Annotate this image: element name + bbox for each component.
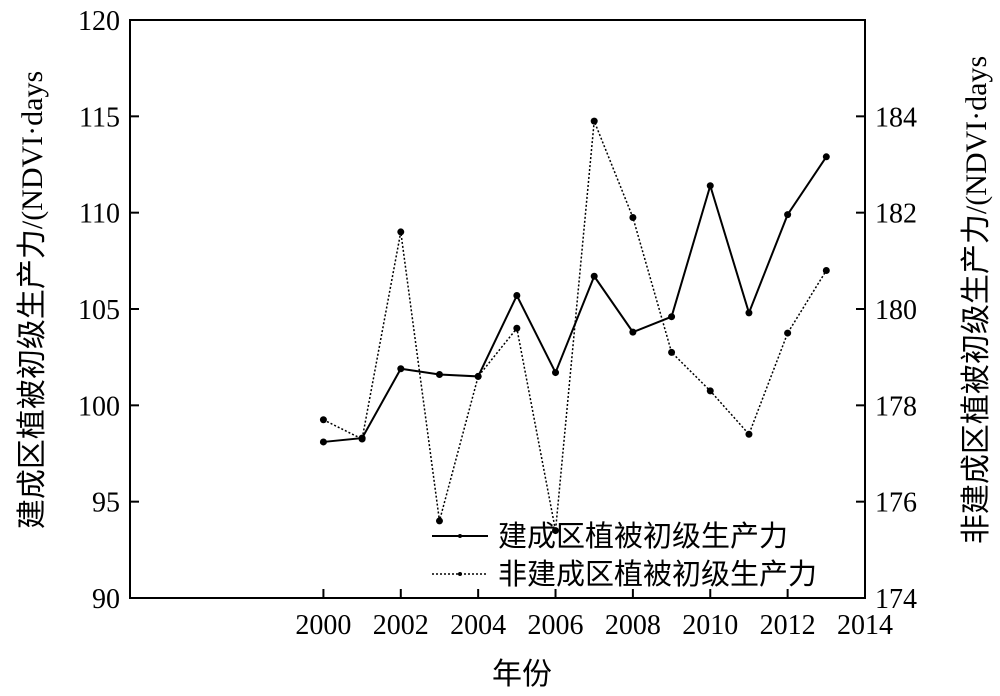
data-point-built-up	[513, 292, 521, 300]
right-y-tick-label: 176	[875, 488, 917, 519]
x-tick-label: 2012	[760, 610, 816, 641]
right-y-tick-label: 180	[875, 295, 917, 326]
legend-label-non-built-up: 非建成区植被初级生产力	[498, 558, 817, 591]
data-point-non-built-up	[397, 228, 405, 236]
x-tick-label: 2000	[295, 610, 351, 641]
data-point-non-built-up	[435, 517, 443, 525]
data-point-built-up	[590, 272, 598, 280]
data-point-non-built-up	[822, 266, 830, 274]
plot-frame	[129, 19, 866, 599]
left-axis-title: 建成区植被初级生产力/(NDVI·days	[16, 71, 49, 529]
data-point-built-up	[629, 328, 637, 336]
right-y-tick-label: 174	[875, 584, 917, 615]
data-point-non-built-up	[358, 435, 366, 443]
data-point-non-built-up	[668, 348, 676, 356]
data-point-built-up	[397, 365, 405, 373]
data-point-built-up	[706, 182, 714, 190]
data-point-built-up	[745, 309, 753, 317]
data-point-non-built-up	[590, 117, 598, 125]
legend-marker-built-up	[458, 534, 462, 538]
data-point-non-built-up	[552, 527, 560, 535]
data-point-built-up	[552, 369, 560, 377]
right-y-tick-label: 182	[875, 199, 917, 230]
data-point-non-built-up	[745, 430, 753, 438]
data-point-built-up	[668, 313, 676, 321]
series-line-built-up	[323, 156, 828, 443]
x-tick-label: 2004	[450, 610, 506, 641]
left-y-tick-label: 115	[79, 102, 120, 133]
x-tick-label: 2014	[837, 610, 893, 641]
x-tick-label: 2010	[682, 610, 738, 641]
data-point-built-up	[822, 153, 830, 161]
data-point-built-up	[784, 211, 792, 219]
data-point-non-built-up	[513, 324, 521, 332]
x-axis-title: 年份	[492, 658, 552, 691]
legend: 建成区植被初级生产力 非建成区植被初级生产力	[432, 520, 817, 591]
x-tick-label: 2006	[528, 610, 584, 641]
data-point-built-up	[319, 438, 327, 446]
data-point-non-built-up	[319, 416, 327, 424]
left-y-tick-label: 120	[78, 6, 120, 37]
left-y-tick-label: 110	[79, 199, 120, 230]
data-point-non-built-up	[706, 387, 714, 395]
data-point-non-built-up	[474, 372, 482, 380]
legend-label-built-up: 建成区植被初级生产力	[498, 520, 788, 553]
series-line-non-built-up	[323, 120, 827, 531]
right-axis-title: 非建成区植被初级生产力/(NDVI·days	[960, 56, 993, 544]
right-y-tick-label: 184	[875, 102, 917, 133]
data-point-non-built-up	[629, 213, 637, 221]
x-tick-label: 2002	[373, 610, 429, 641]
data-point-non-built-up	[784, 329, 792, 337]
right-y-tick-label: 178	[875, 391, 917, 422]
x-tick-label: 2008	[605, 610, 661, 641]
legend-marker-non-built-up	[458, 572, 462, 576]
left-y-tick-label: 95	[92, 488, 120, 519]
data-point-built-up	[435, 371, 443, 379]
left-y-tick-label: 90	[92, 584, 120, 615]
left-y-tick-label: 100	[78, 391, 120, 422]
left-y-tick-label: 105	[78, 295, 120, 326]
